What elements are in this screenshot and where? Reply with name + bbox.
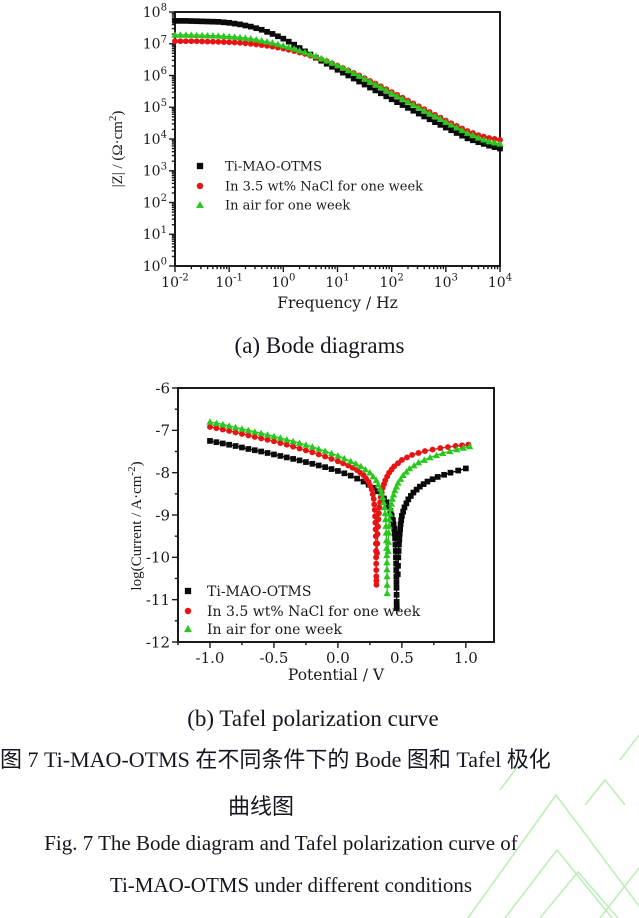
tafel-ticks: [172, 387, 467, 648]
bode-y-axis-label: |Z| / (Ω·cm2): [107, 69, 127, 229]
svg-text:-8: -8: [155, 464, 170, 482]
svg-text:10-2: 10-2: [161, 273, 189, 291]
svg-text:-12: -12: [146, 633, 170, 651]
tafel-series-ti-mao-otms: [207, 438, 469, 611]
svg-text:102: 102: [380, 273, 404, 291]
bode-y-label-post: ): [110, 110, 126, 116]
caption-english-line2: Ti-MAO-OTMS under different conditions: [109, 873, 473, 897]
tafel-legend-label-ti-mao-otms: Ti-MAO-OTMS: [207, 584, 311, 600]
bode-legend-label-in-3-5-wt-nacl-for-one-week: In 3.5 wt% NaCl for one week: [225, 180, 423, 195]
tafel-legend: Ti-MAO-OTMS In 3.5 wt% NaCl for one week I…: [184, 584, 421, 638]
caption-chinese-line2: 曲线图: [227, 794, 294, 819]
watermark-diagonal-3: [499, 765, 519, 791]
svg-text:101: 101: [143, 225, 167, 243]
svg-text:0.0: 0.0: [326, 649, 350, 667]
bode-legend-label-ti-mao-otms: Ti-MAO-OTMS: [225, 160, 322, 175]
svg-text:-11: -11: [146, 591, 170, 609]
caption-b: (b) Tafel polarization curve: [187, 706, 439, 731]
tafel-x-axis-label: Potential / V: [288, 666, 385, 684]
bode-y-label-sup: 2: [107, 115, 119, 122]
svg-text:-7: -7: [155, 422, 170, 440]
svg-text:104: 104: [143, 130, 167, 148]
svg-text:-6: -6: [155, 379, 170, 397]
svg-text:-1.0: -1.0: [196, 649, 225, 667]
watermark-diagonal-1: [599, 867, 639, 918]
svg-text:106: 106: [143, 66, 167, 84]
tafel-series-in-air-for-one-week: [206, 418, 474, 597]
watermark-chevron-medium: [504, 848, 613, 918]
tafel-tick-labels: -1.0 -0.5 0.0 0.5 1.0 -6 -7 -8 -9 -10 -11 -12: [146, 379, 478, 667]
svg-text:102: 102: [143, 193, 167, 211]
svg-text:107: 107: [143, 34, 167, 52]
svg-text:103: 103: [434, 273, 458, 291]
tafel-chart: -1.0 -0.5 0.0 0.5 1.0 -6 -7 -8 -9 -10 -11 -12 Potent…: [146, 379, 495, 684]
tafel-y-axis-label: log(Current / A·cm-2): [126, 426, 146, 626]
svg-text:-0.5: -0.5: [259, 649, 288, 667]
tafel-y-label-post: ): [129, 461, 145, 467]
svg-text:1.0: 1.0: [454, 649, 478, 667]
svg-text:103: 103: [143, 161, 167, 179]
caption-a: (a) Bode diagrams: [234, 333, 405, 358]
bode-ticks: [169, 11, 501, 272]
tafel-y-label-sup: -2: [126, 466, 138, 476]
svg-text:105: 105: [143, 98, 167, 116]
bode-x-axis-label: Frequency / Hz: [277, 294, 398, 312]
watermark-diagonal-2: [619, 734, 639, 761]
bode-plot-box: [174, 11, 501, 267]
svg-text:10-1: 10-1: [215, 273, 243, 291]
bode-chart: 10-2 10-1 100 101 102 103 104 100 101 102 103 104 10…: [143, 3, 512, 312]
bode-legend: Ti-MAO-OTMS In 3.5 wt% NaCl for one week I…: [196, 160, 423, 214]
bode-y-label-pre: |Z| / (Ω·cm: [110, 121, 126, 188]
watermark-chevron-upper: [584, 778, 626, 806]
svg-text:100: 100: [271, 273, 295, 291]
svg-text:101: 101: [325, 273, 349, 291]
tafel-legend-label-in-3-5-wt-nacl-for-one-week: In 3.5 wt% NaCl for one week: [207, 604, 421, 620]
tafel-series-in-3-5-wt-nacl-for-one-week: [207, 424, 472, 588]
svg-text:108: 108: [143, 3, 167, 21]
watermark-chevron-large: [467, 793, 639, 918]
svg-text:0.5: 0.5: [390, 649, 414, 667]
bode-series-in-air-for-one-week: [171, 31, 504, 147]
bode-tick-labels: 10-2 10-1 100 101 102 103 104 100 101 102 103 104 10…: [143, 3, 512, 291]
bode-legend-label-in-air-for-one-week: In air for one week: [225, 199, 350, 214]
watermark-pattern: [467, 734, 639, 918]
svg-text:104: 104: [488, 273, 512, 291]
svg-text:-9: -9: [155, 506, 170, 524]
caption-english-line1: Fig. 7 The Bode diagram and Tafel polari…: [44, 831, 518, 855]
svg-text:-10: -10: [146, 549, 170, 567]
svg-text:100: 100: [143, 257, 167, 275]
caption-chinese-line1: 图 7 Ti-MAO-OTMS 在不同条件下的 Bode 图和 Tafel 极化: [0, 747, 551, 772]
tafel-y-label-pre: log(Current / A·cm: [129, 475, 145, 591]
tafel-legend-label-in-air-for-one-week: In air for one week: [207, 622, 342, 638]
watermark-chevron-small: [539, 870, 619, 918]
